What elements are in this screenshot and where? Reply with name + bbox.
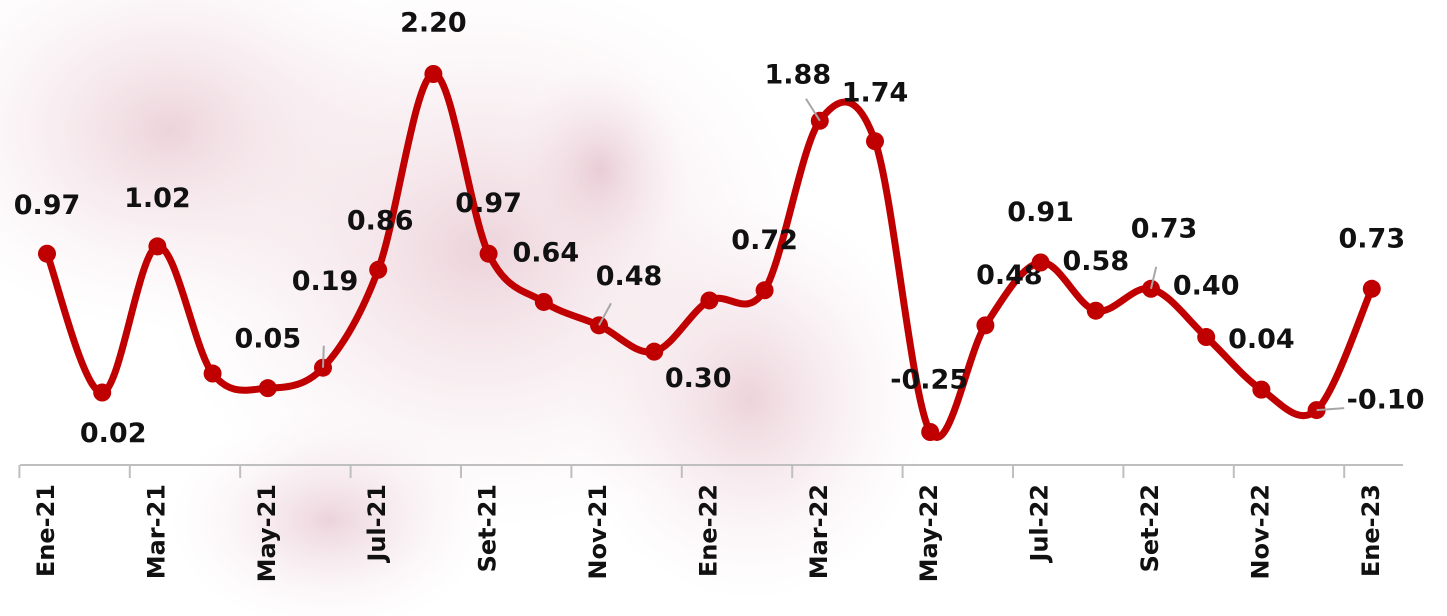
point <box>700 291 719 310</box>
x-tick-label: Mar-21 <box>142 484 170 579</box>
point <box>976 316 995 335</box>
x-tick-label: May-21 <box>253 484 281 582</box>
point <box>534 292 553 311</box>
x-tick-label: Nov-22 <box>1246 484 1274 580</box>
data-label: 0.91 <box>1007 197 1074 228</box>
point <box>866 132 884 151</box>
data-label: 0.30 <box>665 363 732 394</box>
x-tick-label: Jul-22 <box>1026 484 1054 564</box>
data-label: 0.97 <box>455 188 522 219</box>
point <box>93 383 112 402</box>
data-label: 0.40 <box>1173 271 1240 302</box>
x-tick-label: May-22 <box>915 484 943 582</box>
point <box>203 364 222 383</box>
point <box>645 342 664 361</box>
point <box>921 423 940 441</box>
point <box>258 379 277 398</box>
x-ticks: Ene-21 Mar-21 May-21 Jul-21 Set-21 Nov-21 Ene-… <box>18 465 1385 582</box>
point <box>369 260 388 279</box>
leader-line <box>322 345 325 368</box>
data-label: -0.10 <box>1347 385 1425 416</box>
leader-line <box>805 98 821 122</box>
data-label: 0.04 <box>1228 324 1295 355</box>
point <box>1362 279 1381 298</box>
point <box>148 237 167 256</box>
x-tick-label: Set-21 <box>474 484 502 572</box>
data-label: 0.48 <box>976 260 1043 291</box>
x-tick-label: Nov-21 <box>584 484 612 580</box>
point <box>479 244 498 263</box>
data-label: 0.73 <box>1131 213 1198 244</box>
point <box>755 281 774 300</box>
data-label: 0.02 <box>80 418 147 449</box>
data-label: -0.25 <box>890 365 968 396</box>
point <box>38 244 56 263</box>
data-label: 0.73 <box>1338 223 1405 254</box>
point <box>424 65 443 83</box>
leader-line <box>598 302 612 326</box>
x-tick-label: Jul-21 <box>363 484 391 564</box>
data-label: 0.05 <box>234 324 301 355</box>
x-tick-label: Ene-22 <box>694 484 722 577</box>
data-label: 0.19 <box>292 266 359 297</box>
point <box>1031 253 1050 272</box>
data-label: 0.58 <box>1062 246 1129 277</box>
data-label: 1.88 <box>764 59 831 90</box>
background-watercolor <box>0 0 930 616</box>
leader-line <box>1316 407 1345 412</box>
x-tick-label: Ene-23 <box>1357 484 1385 577</box>
data-label: 1.02 <box>124 183 191 214</box>
leader-line <box>1150 266 1158 290</box>
data-label: 0.72 <box>731 225 798 256</box>
plot: 0.97 0.02 1.02 0.05 0.19 0.86 2.20 0.97 0.64 0.48… <box>14 8 1425 450</box>
x-tick-label: Mar-22 <box>805 484 833 579</box>
data-label: 0.64 <box>512 237 579 268</box>
data-label: 0.86 <box>347 205 414 236</box>
data-label: 2.20 <box>400 8 467 39</box>
point <box>1086 301 1105 320</box>
data-label: 1.74 <box>842 78 909 109</box>
point <box>1197 328 1216 347</box>
data-label: 0.97 <box>14 190 81 221</box>
x-tick-label: Set-22 <box>1136 484 1164 572</box>
point <box>1252 380 1271 399</box>
data-label: 0.48 <box>596 261 663 292</box>
x-tick-label: Ene-21 <box>32 484 60 577</box>
